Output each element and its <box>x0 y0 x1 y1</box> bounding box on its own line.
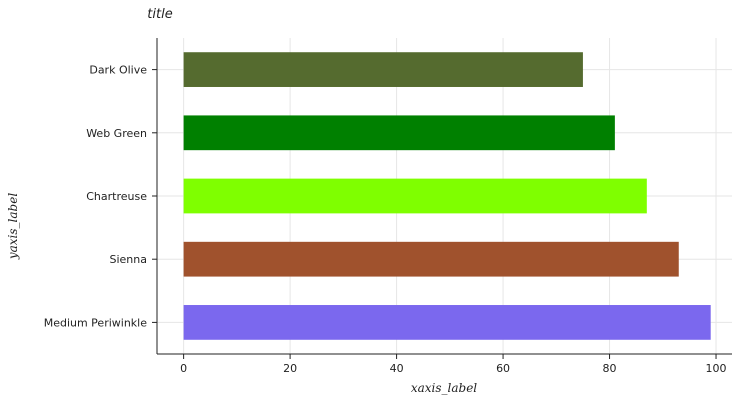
bar-dark-olive <box>183 52 583 87</box>
bar-sienna <box>183 241 679 277</box>
x-tick-label: 0 <box>180 362 187 375</box>
y-tick-label: Chartreuse <box>86 190 147 203</box>
x-tick-label: 60 <box>496 362 510 375</box>
bar-medium-periwinkle <box>183 305 711 340</box>
bar-web-green <box>183 115 615 151</box>
axes: 0 20 40 60 80 100 Medium Periwinkle Sienna Chart… <box>44 38 732 375</box>
y-tick-label: Medium Periwinkle <box>44 316 148 329</box>
x-tick-label: 100 <box>706 362 727 375</box>
x-axis-label: xaxis_label <box>411 381 477 395</box>
y-tick-label: Web Green <box>86 127 147 140</box>
bars <box>183 52 711 340</box>
chart-title: title <box>147 7 172 22</box>
x-tick-label: 20 <box>283 362 297 375</box>
y-axis-label: yaxis_label <box>6 193 20 260</box>
y-tick-label: Sienna <box>110 253 148 266</box>
y-tick-label: Dark Olive <box>89 64 147 77</box>
x-tick-label: 80 <box>603 362 617 375</box>
bar-chartreuse <box>183 178 647 214</box>
x-tick-label: 40 <box>390 362 404 375</box>
